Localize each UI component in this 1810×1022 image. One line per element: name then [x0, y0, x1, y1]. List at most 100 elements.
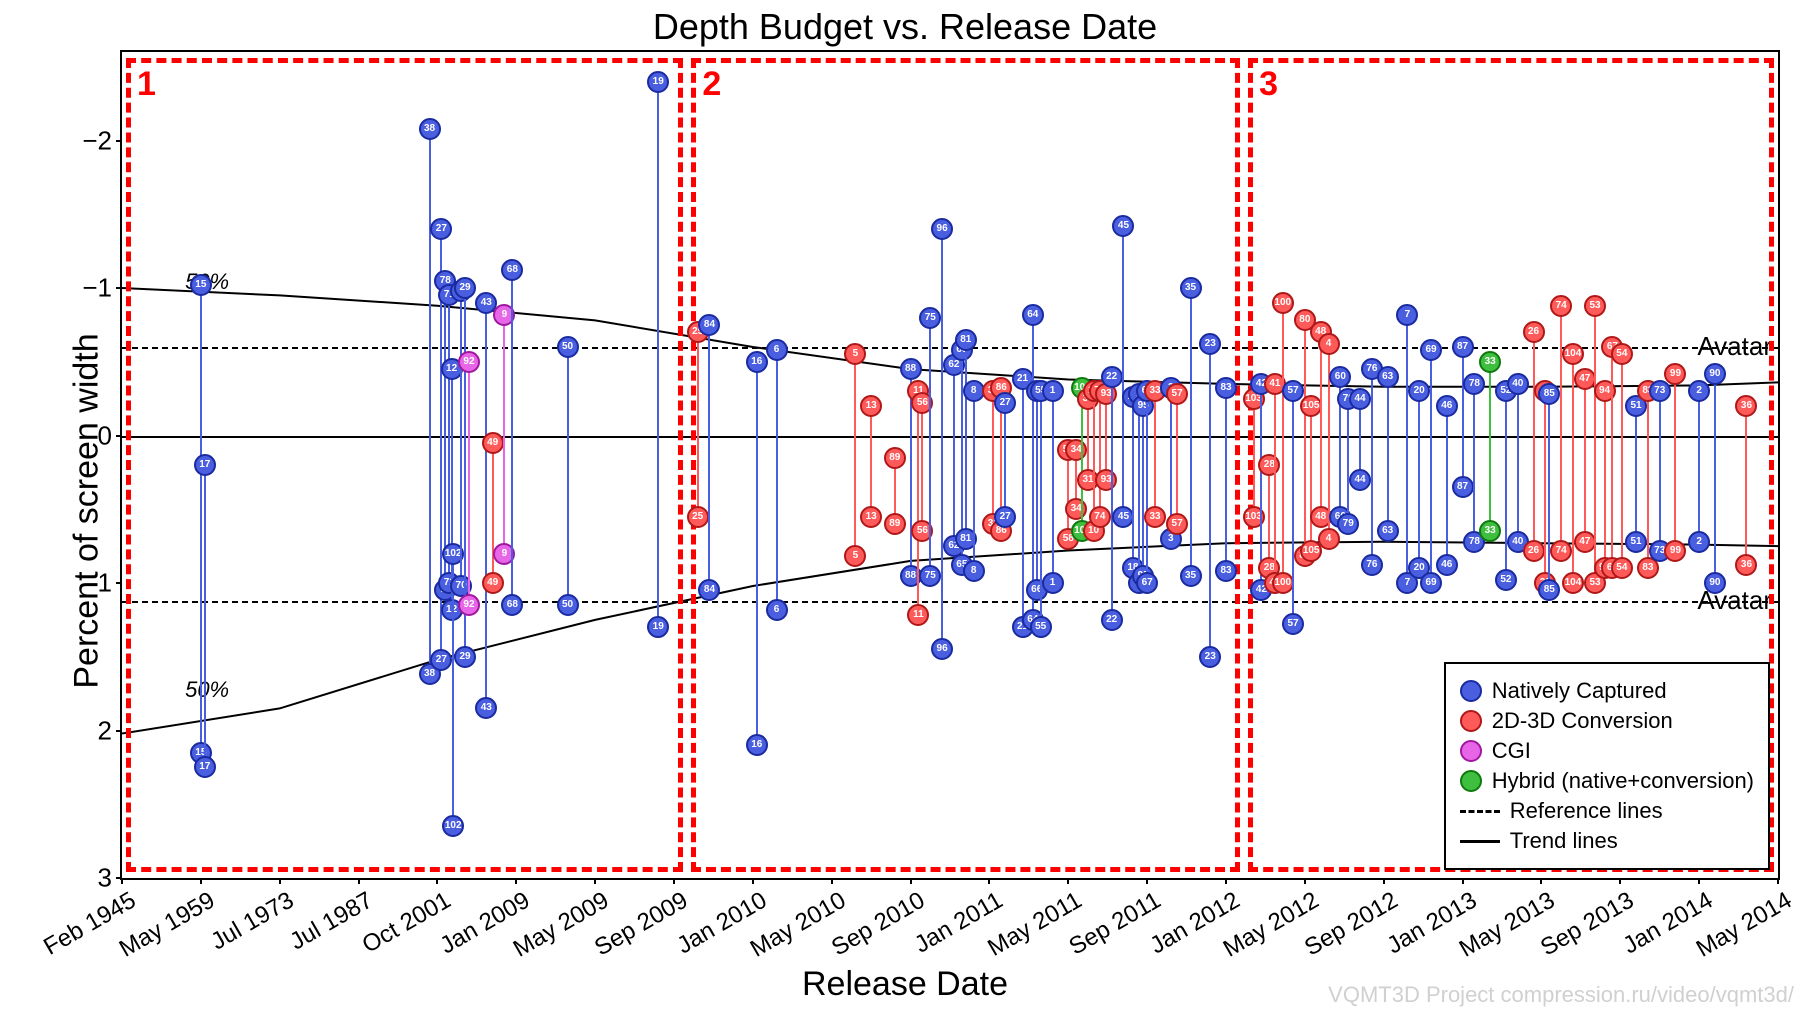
- data-marker: 15: [190, 274, 212, 296]
- x-tick-label: Oct 2001: [353, 878, 456, 960]
- legend-marker-icon: [1460, 770, 1482, 792]
- data-marker: 57: [1282, 380, 1304, 402]
- data-marker: 73: [1649, 380, 1671, 402]
- data-marker: 57: [1166, 513, 1188, 535]
- data-marker: 92: [458, 351, 480, 373]
- data-marker: 5: [844, 545, 866, 567]
- data-marker: 96: [931, 638, 953, 660]
- data-marker: 44: [1349, 469, 1371, 491]
- data-marker: 44: [1349, 388, 1371, 410]
- legend-label: CGI: [1492, 738, 1531, 764]
- data-marker: 92: [458, 594, 480, 616]
- segment-label: 2: [702, 65, 721, 104]
- data-marker: 29: [454, 277, 476, 299]
- data-marker: 69: [1420, 339, 1442, 361]
- data-marker: 85: [1538, 383, 1560, 405]
- legend-label: Natively Captured: [1492, 678, 1667, 704]
- data-marker: 34: [1065, 439, 1087, 461]
- data-marker: 93: [1095, 469, 1117, 491]
- data-marker: 19: [647, 616, 669, 638]
- legend-marker-icon: [1460, 680, 1482, 702]
- data-marker: 22: [1101, 609, 1123, 631]
- data-marker: 25: [687, 506, 709, 528]
- data-marker: 78: [1463, 373, 1485, 395]
- data-marker: 99: [1664, 363, 1686, 385]
- data-marker: 36: [1735, 554, 1757, 576]
- data-marker: 50: [557, 594, 579, 616]
- data-marker: 20: [1408, 380, 1430, 402]
- legend: Natively Captured 2D-3D Conversion CGI Hybr…: [1444, 662, 1770, 870]
- data-marker: 6: [766, 339, 788, 361]
- data-marker: 35: [1180, 565, 1202, 587]
- legend-label: Trend lines: [1510, 828, 1618, 854]
- data-marker: 43: [475, 697, 497, 719]
- data-marker: 36: [1735, 395, 1757, 417]
- data-marker: 46: [1436, 395, 1458, 417]
- legend-label: Hybrid (native+conversion): [1492, 768, 1754, 794]
- data-marker: 33: [1144, 506, 1166, 528]
- data-marker: 29: [454, 646, 476, 668]
- data-marker: 64: [1022, 304, 1044, 326]
- data-marker: 102: [442, 815, 464, 837]
- data-marker: 84: [698, 579, 720, 601]
- data-marker: 69: [1420, 572, 1442, 594]
- data-marker: 27: [430, 218, 452, 240]
- data-marker: 40: [1507, 373, 1529, 395]
- data-marker: 54: [1611, 343, 1633, 365]
- legend-item: Natively Captured: [1460, 678, 1754, 704]
- data-marker: 90: [1704, 363, 1726, 385]
- data-marker: 2: [1688, 531, 1710, 553]
- data-marker: 13: [860, 395, 882, 417]
- data-marker: 63: [1377, 520, 1399, 542]
- legend-item: Hybrid (native+conversion): [1460, 768, 1754, 794]
- data-marker: 55: [1030, 616, 1052, 638]
- data-marker: 84: [698, 314, 720, 336]
- data-marker: 46: [1436, 554, 1458, 576]
- data-marker: 74: [1550, 295, 1572, 317]
- data-marker: 75: [919, 565, 941, 587]
- watermark-text: VQMT3D Project compression.ru/video/vqmt…: [1328, 982, 1794, 1008]
- data-marker: 52: [1495, 569, 1517, 591]
- data-marker: 34: [1065, 498, 1087, 520]
- legend-line-icon: [1460, 840, 1500, 843]
- data-marker: 104: [1562, 572, 1584, 594]
- legend-marker-icon: [1460, 710, 1482, 732]
- data-marker: 90: [1704, 572, 1726, 594]
- data-marker: 68: [501, 259, 523, 281]
- data-marker: 74: [1089, 506, 1111, 528]
- legend-label: 2D-3D Conversion: [1492, 708, 1673, 734]
- data-marker: 100: [1272, 292, 1294, 314]
- data-marker: 57: [1282, 613, 1304, 635]
- data-marker: 38: [419, 118, 441, 140]
- data-marker: 27: [994, 506, 1016, 528]
- segment-label: 3: [1259, 65, 1278, 104]
- legend-item: 2D-3D Conversion: [1460, 708, 1754, 734]
- data-marker: 49: [482, 572, 504, 594]
- data-marker: 4: [1318, 528, 1340, 550]
- data-marker: 87: [1452, 336, 1474, 358]
- data-marker: 16: [746, 734, 768, 756]
- data-marker: 28: [1258, 454, 1280, 476]
- data-marker: 67: [1136, 572, 1158, 594]
- data-marker: 8: [963, 560, 985, 582]
- data-marker: 17: [194, 454, 216, 476]
- data-marker: 81: [955, 329, 977, 351]
- data-marker: 5: [844, 343, 866, 365]
- segment-label: 1: [137, 65, 156, 104]
- data-marker: 1: [1042, 572, 1064, 594]
- legend-item: CGI: [1460, 738, 1754, 764]
- data-marker: 88: [900, 358, 922, 380]
- data-marker: 76: [1361, 554, 1383, 576]
- data-marker: 27: [994, 392, 1016, 414]
- chart-title: Depth Budget vs. Release Date: [0, 6, 1810, 48]
- data-marker: 74: [1550, 540, 1572, 562]
- data-marker: 75: [919, 307, 941, 329]
- chart-container: Depth Budget vs. Release Date Percent of…: [0, 0, 1810, 1022]
- data-marker: 63: [1377, 366, 1399, 388]
- data-marker: 85: [1538, 579, 1560, 601]
- data-marker: 19: [647, 71, 669, 93]
- data-marker: 45: [1112, 215, 1134, 237]
- data-marker: 87: [1452, 476, 1474, 498]
- data-marker: 23: [1199, 646, 1221, 668]
- data-marker: 53: [1584, 295, 1606, 317]
